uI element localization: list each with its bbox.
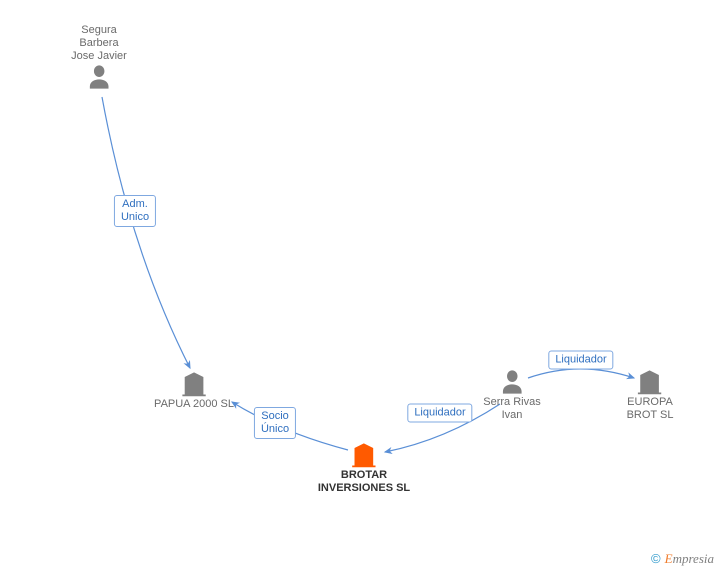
node-segura[interactable]: Segura Barbera Jose Javier — [71, 24, 127, 91]
edge-label-e1: Adm. Unico — [114, 195, 156, 227]
node-label: BROTAR INVERSIONES SL — [318, 469, 410, 495]
building-icon — [180, 370, 208, 398]
copyright-symbol: © — [651, 551, 661, 566]
building-icon — [636, 368, 664, 396]
building-icon — [350, 441, 378, 469]
node-label: EUROPA BROT SL — [627, 396, 674, 422]
footer-credit: © Empresia — [651, 551, 714, 567]
edge-label-e2: Socio Único — [254, 407, 296, 439]
diagram-canvas: Segura Barbera Jose Javier PAPUA 2000 SL… — [0, 0, 728, 575]
node-label: PAPUA 2000 SL — [154, 398, 234, 411]
brand-rest: mpresia — [673, 551, 714, 566]
node-serra[interactable]: Serra Rivas Ivan — [483, 368, 540, 422]
brand-first-letter: E — [665, 551, 673, 566]
node-papua[interactable]: PAPUA 2000 SL — [154, 370, 234, 411]
node-label: Serra Rivas Ivan — [483, 396, 540, 422]
node-europa[interactable]: EUROPA BROT SL — [627, 368, 674, 422]
edge-e4 — [528, 369, 634, 378]
person-icon — [498, 368, 526, 396]
person-icon — [85, 63, 113, 91]
edge-label-e4: Liquidador — [548, 351, 613, 370]
edge-label-e3: Liquidador — [407, 404, 472, 423]
edge-e1 — [102, 97, 190, 368]
node-label: Segura Barbera Jose Javier — [71, 24, 127, 63]
node-brotar[interactable]: BROTAR INVERSIONES SL — [318, 441, 410, 495]
